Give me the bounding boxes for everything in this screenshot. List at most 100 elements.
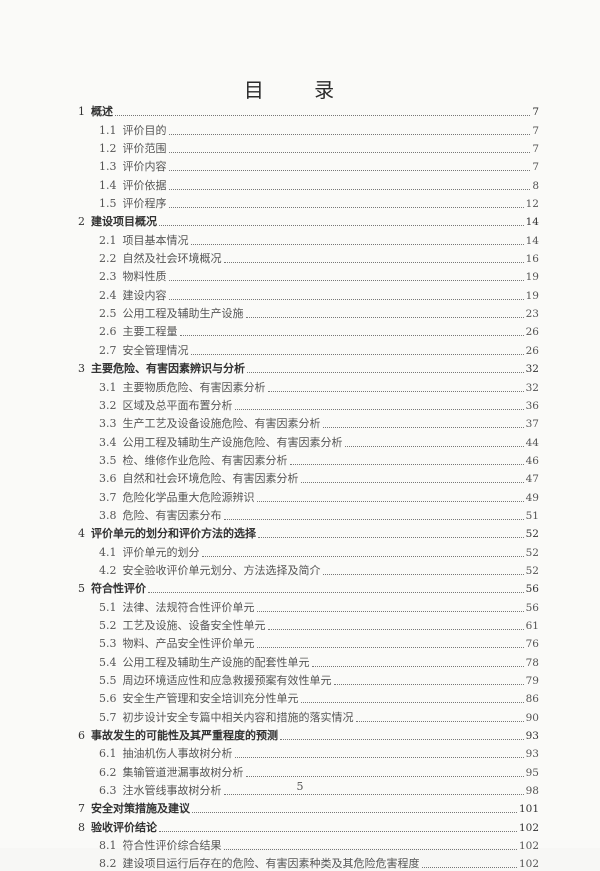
- toc-entry-title: 评价内容: [122, 160, 167, 174]
- toc-chapter-entry[interactable]: 8 验收评价结论 102: [78, 816, 539, 834]
- toc-section-entry[interactable]: 1.2 评价范围 7: [78, 138, 539, 156]
- toc-section-entry[interactable]: 5.6 安全生产管理和安全培训充分性单元 86: [78, 688, 539, 706]
- dot-leader: [322, 426, 524, 429]
- toc-section-entry[interactable]: 2.5 公用工程及辅助生产设施 23: [78, 303, 539, 321]
- toc-entry-title: 区域及总平面布置分析: [122, 398, 233, 412]
- toc-entry-page: 19: [525, 271, 539, 284]
- dot-leader: [168, 206, 524, 209]
- toc-entry-number: 4: [78, 527, 85, 541]
- toc-section-entry[interactable]: 1.1 评价目的 7: [78, 119, 539, 137]
- toc-entry-number: 1.3: [99, 160, 117, 174]
- toc-section-entry[interactable]: 5.2 工艺及设施、设备安全性单元 61: [78, 615, 539, 633]
- toc-entry-number: 3.3: [99, 417, 117, 431]
- dot-leader: [168, 169, 531, 172]
- toc-entry-page: 16: [525, 253, 539, 266]
- toc-section-entry[interactable]: 5.7 初步设计安全专篇中相关内容和措施的落实情况 90: [78, 706, 539, 724]
- toc-section-entry[interactable]: 5.1 法律、法规符合性评价单元 56: [78, 596, 539, 614]
- toc-section-entry[interactable]: 4.1 评价单元的划分 52: [78, 541, 539, 559]
- toc-section-entry[interactable]: 2.1 项目基本情况 14: [78, 229, 539, 247]
- dot-leader: [256, 646, 524, 649]
- toc-entry-title: 自然和社会环境危险、有害因素分析: [122, 472, 299, 486]
- toc-entry-number: 3.6: [99, 472, 117, 486]
- toc-section-entry[interactable]: 5.3 物料、产品安全性评价单元 76: [78, 633, 539, 651]
- toc-entry-title: 符合性评价: [91, 582, 146, 596]
- toc-section-entry[interactable]: 1.3 评价内容 7: [78, 156, 539, 174]
- toc-chapter-entry[interactable]: 4 评价单元的划分和评价方法的选择 52: [78, 523, 539, 541]
- toc-entry-title: 评价单元的划分和评价方法的选择: [91, 527, 256, 541]
- dot-leader: [421, 866, 517, 869]
- toc-entry-title: 建设项目运行后存在的危险、有害因素种类及其危险危害程度: [122, 857, 420, 871]
- dot-leader: [168, 279, 524, 282]
- toc-entry-number: 2: [78, 215, 85, 229]
- toc-chapter-entry[interactable]: 1 概述 7: [78, 101, 539, 119]
- toc-section-entry[interactable]: 8.2 建设项目运行后存在的危险、有害因素种类及其危险危害程度 102: [78, 853, 539, 871]
- toc-entry-page: 32: [525, 381, 539, 394]
- toc-entry-page: 61: [525, 619, 539, 632]
- dot-leader: [190, 353, 524, 355]
- toc-entry-title: 评价依据: [122, 178, 167, 192]
- toc-section-entry[interactable]: 5.5 周边环境适应性和应急救援预案有效性单元 79: [78, 670, 539, 688]
- toc-entry-page: 93: [525, 730, 539, 743]
- toc-entry-title: 危险、有害因素分布: [122, 508, 222, 522]
- toc-section-entry[interactable]: 2.7 安全管理情况 26: [78, 339, 539, 357]
- toc-entry-number: 3.5: [99, 453, 117, 467]
- toc-section-entry[interactable]: 1.5 评价程序 12: [78, 193, 539, 211]
- toc-section-entry[interactable]: 3.6 自然和社会环境危险、有害因素分析 47: [78, 468, 539, 486]
- toc-entry-number: 2.6: [99, 325, 117, 339]
- dot-leader: [256, 500, 524, 502]
- toc-chapter-entry[interactable]: 3 主要危险、有害因素辨识与分析 32: [78, 358, 539, 376]
- toc-section-entry[interactable]: 3.3 生产工艺及设备设施危险、有害因素分析 37: [78, 413, 539, 431]
- toc-section-entry[interactable]: 3.5 检、维修作业危险、有害因素分析 46: [78, 450, 539, 468]
- dot-leader: [115, 114, 531, 117]
- toc-entry-number: 3.2: [99, 398, 117, 412]
- document-page: 目 录 1 概述 7 1.1 评价目的 7 1.2 评价范围 7 1.3 评价内容 7 1.4 评价依据 8…: [78, 78, 539, 871]
- toc-entry-title: 周边环境适应性和应急救援预案有效性单元: [122, 674, 332, 687]
- toc-section-entry[interactable]: 3.8 危险、有害因素分布 51: [78, 505, 539, 523]
- toc-entry-number: 4.1: [99, 545, 117, 559]
- toc-section-entry[interactable]: 6.2 集输管道泄漏事故树分析 95: [78, 761, 539, 779]
- toc-chapter-entry[interactable]: 7 安全对策措施及建议 101: [78, 798, 539, 816]
- toc-section-entry[interactable]: 1.4 评价依据 8: [78, 174, 539, 192]
- toc-section-entry[interactable]: 3.2 区域及总平面布置分析 36: [78, 395, 539, 413]
- dot-leader: [168, 298, 524, 300]
- toc-entry-number: 2.4: [99, 288, 117, 302]
- toc-section-entry[interactable]: 3.1 主要物质危险、有害因素分析 32: [78, 376, 539, 394]
- toc-section-entry[interactable]: 8.1 符合性评价综合结果 102: [78, 835, 539, 853]
- toc-entry-page: 52: [525, 546, 539, 559]
- toc-entry-title: 公用工程及辅助生产设施的配套性单元: [122, 655, 310, 669]
- toc-entry-title: 评价单元的划分: [122, 545, 200, 559]
- toc-entry-page: 101: [518, 803, 539, 816]
- toc-chapter-entry[interactable]: 2 建设项目概况 14: [78, 211, 539, 229]
- toc-entry-number: 6.1: [99, 747, 117, 761]
- toc-entry-number: 6: [78, 729, 85, 743]
- toc-entry-page: 44: [525, 436, 539, 449]
- toc-section-entry[interactable]: 6.3 注水管线事故树分析 98: [78, 780, 539, 798]
- dot-leader: [300, 481, 524, 484]
- toc-entry-title: 建设项目概况: [91, 215, 157, 229]
- toc-chapter-entry[interactable]: 6 事故发生的可能性及其严重程度的预测 93: [78, 725, 539, 743]
- dot-leader: [267, 628, 524, 630]
- toc-chapter-entry[interactable]: 5 符合性评价 56: [78, 578, 539, 596]
- toc-section-entry[interactable]: 6.1 抽油机伤人事故树分析 93: [78, 743, 539, 761]
- toc-entry-title: 物料性质: [122, 270, 167, 284]
- toc-entry-number: 5.5: [99, 674, 117, 687]
- toc-entry-page: 14: [525, 216, 539, 229]
- toc-section-entry[interactable]: 5.4 公用工程及辅助生产设施的配套性单元 78: [78, 651, 539, 669]
- toc-entry-page: 56: [525, 601, 539, 614]
- toc-entry-page: 7: [532, 143, 539, 156]
- toc-section-entry[interactable]: 3.4 公用工程及辅助生产设施危险、有害因素分析 44: [78, 431, 539, 449]
- toc-section-entry[interactable]: 2.4 建设内容 19: [78, 284, 539, 302]
- toc-entry-title: 建设内容: [122, 288, 167, 302]
- dot-leader: [148, 591, 524, 594]
- toc-section-entry[interactable]: 2.3 物料性质 19: [78, 266, 539, 284]
- toc-entry-title: 公用工程及辅助生产设施: [122, 307, 244, 321]
- toc-entry-page: 36: [525, 399, 539, 412]
- dot-leader: [168, 188, 531, 190]
- toc-section-entry[interactable]: 3.7 危险化学品重大危险源辨识 49: [78, 486, 539, 504]
- toc-section-entry[interactable]: 4.2 安全验收评价单元划分、方法选择及简介 52: [78, 560, 539, 578]
- toc-entry-page: 78: [525, 656, 539, 669]
- dot-leader: [223, 793, 524, 796]
- toc-section-entry[interactable]: 2.6 主要工程量 26: [78, 321, 539, 339]
- toc-section-entry[interactable]: 2.2 自然及社会环境概况 16: [78, 248, 539, 266]
- dot-leader: [289, 463, 524, 465]
